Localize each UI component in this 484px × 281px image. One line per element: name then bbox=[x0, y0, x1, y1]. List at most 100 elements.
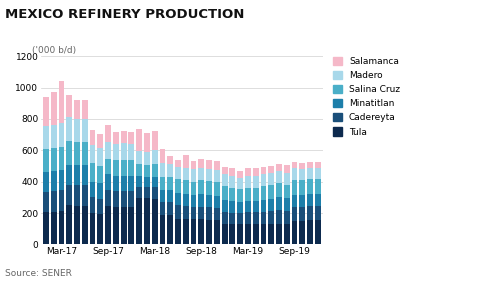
Bar bbox=[237, 178, 242, 189]
Bar bbox=[121, 160, 126, 176]
Bar bbox=[221, 186, 227, 200]
Bar bbox=[283, 225, 289, 244]
Bar bbox=[306, 162, 312, 168]
Bar bbox=[213, 170, 219, 182]
Bar bbox=[151, 164, 157, 177]
Bar bbox=[151, 187, 157, 199]
Bar bbox=[275, 224, 281, 244]
Bar bbox=[113, 191, 119, 207]
Bar bbox=[136, 198, 142, 244]
Bar bbox=[190, 182, 196, 194]
Bar bbox=[51, 171, 57, 191]
Bar bbox=[74, 166, 80, 185]
Bar bbox=[291, 195, 297, 207]
Bar bbox=[144, 165, 150, 177]
Bar bbox=[237, 189, 242, 202]
Bar bbox=[43, 126, 49, 149]
Bar bbox=[306, 168, 312, 179]
Bar bbox=[314, 168, 320, 179]
Bar bbox=[268, 173, 273, 185]
Bar bbox=[206, 181, 212, 194]
Bar bbox=[252, 188, 258, 201]
Bar bbox=[175, 167, 181, 179]
Legend: Salamanca, Madero, Salina Cruz, Minatitlan, Cadereyta, Tula: Salamanca, Madero, Salina Cruz, Minatitl… bbox=[332, 57, 399, 137]
Bar bbox=[198, 194, 204, 207]
Bar bbox=[97, 134, 103, 148]
Bar bbox=[128, 160, 134, 176]
Bar bbox=[291, 207, 297, 221]
Bar bbox=[206, 160, 212, 169]
Bar bbox=[182, 155, 188, 168]
Bar bbox=[121, 176, 126, 191]
Bar bbox=[90, 145, 95, 163]
Bar bbox=[43, 96, 49, 126]
Bar bbox=[283, 185, 289, 198]
Bar bbox=[43, 192, 49, 212]
Bar bbox=[260, 186, 266, 200]
Bar bbox=[113, 144, 119, 160]
Bar bbox=[59, 211, 64, 244]
Bar bbox=[213, 196, 219, 208]
Bar bbox=[82, 185, 88, 206]
Bar bbox=[213, 220, 219, 244]
Bar bbox=[121, 143, 126, 160]
Bar bbox=[237, 202, 242, 213]
Bar bbox=[113, 132, 119, 144]
Bar bbox=[59, 190, 64, 211]
Bar bbox=[206, 169, 212, 181]
Bar bbox=[51, 212, 57, 244]
Bar bbox=[252, 201, 258, 212]
Bar bbox=[260, 200, 266, 212]
Bar bbox=[275, 171, 281, 183]
Bar bbox=[291, 221, 297, 244]
Bar bbox=[206, 207, 212, 220]
Bar bbox=[105, 175, 111, 190]
Bar bbox=[66, 141, 72, 165]
Bar bbox=[136, 130, 142, 151]
Bar bbox=[51, 92, 57, 124]
Bar bbox=[260, 167, 266, 174]
Bar bbox=[252, 168, 258, 176]
Bar bbox=[144, 177, 150, 187]
Bar bbox=[82, 206, 88, 244]
Bar bbox=[113, 207, 119, 244]
Bar bbox=[97, 183, 103, 198]
Bar bbox=[159, 176, 165, 190]
Bar bbox=[128, 176, 134, 191]
Bar bbox=[105, 206, 111, 244]
Bar bbox=[190, 169, 196, 182]
Bar bbox=[97, 148, 103, 166]
Bar bbox=[244, 225, 250, 244]
Bar bbox=[244, 188, 250, 201]
Bar bbox=[221, 167, 227, 174]
Bar bbox=[314, 206, 320, 220]
Bar bbox=[229, 188, 235, 201]
Text: Source: SENER: Source: SENER bbox=[5, 269, 72, 278]
Bar bbox=[43, 172, 49, 192]
Bar bbox=[66, 96, 72, 117]
Bar bbox=[128, 144, 134, 160]
Bar bbox=[59, 81, 64, 123]
Bar bbox=[221, 174, 227, 186]
Bar bbox=[299, 194, 304, 207]
Bar bbox=[190, 219, 196, 244]
Bar bbox=[105, 142, 111, 159]
Bar bbox=[59, 123, 64, 147]
Bar bbox=[182, 219, 188, 244]
Bar bbox=[151, 149, 157, 164]
Bar bbox=[59, 170, 64, 190]
Bar bbox=[159, 190, 165, 202]
Bar bbox=[229, 225, 235, 244]
Bar bbox=[66, 165, 72, 185]
Bar bbox=[275, 164, 281, 171]
Bar bbox=[159, 149, 165, 163]
Bar bbox=[90, 197, 95, 213]
Bar bbox=[51, 124, 57, 148]
Bar bbox=[213, 182, 219, 196]
Bar bbox=[268, 224, 273, 244]
Bar bbox=[66, 185, 72, 205]
Bar bbox=[190, 194, 196, 207]
Bar bbox=[175, 205, 181, 219]
Bar bbox=[51, 148, 57, 171]
Bar bbox=[151, 177, 157, 187]
